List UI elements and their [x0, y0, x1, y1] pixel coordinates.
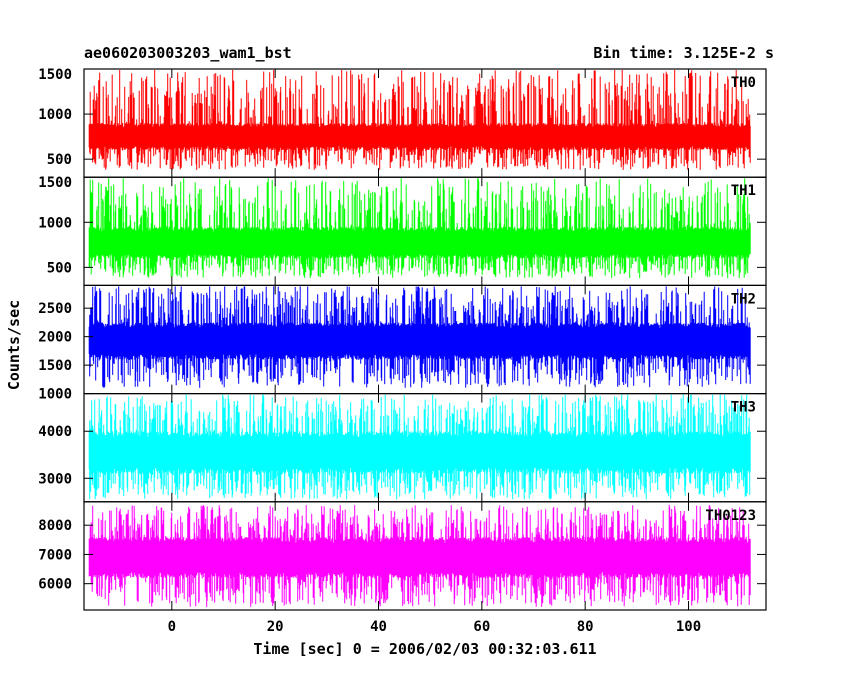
y-tick-label: 1000 [38, 215, 72, 231]
panel-th1-label: TH1 [731, 183, 756, 199]
y-tick-label: 2000 [38, 330, 72, 346]
chart-title: ae060203003203_wam1_bst [84, 44, 292, 62]
x-axis-label: Time [sec] 0 = 2006/02/03 00:32:03.611 [253, 640, 596, 658]
y-tick-label: 1500 [38, 67, 72, 83]
y-tick-label: 6000 [38, 577, 72, 593]
y-tick-label: 3000 [38, 471, 72, 487]
panel-th0-label: TH0 [731, 75, 756, 91]
panel-th3-label: TH3 [731, 400, 756, 416]
y-tick-label: 4000 [38, 424, 72, 440]
series-th2-trace [88, 286, 751, 388]
x-tick-label: 60 [473, 619, 490, 635]
y-tick-label: 500 [47, 152, 72, 168]
series-th1-trace [88, 178, 751, 279]
x-tick-label: 40 [370, 619, 387, 635]
series-th3-trace [88, 394, 751, 500]
x-tick-label: 20 [267, 619, 284, 635]
x-tick-label: 0 [168, 619, 176, 635]
y-axis-label: Counts/sec [5, 300, 23, 390]
series-th0123-trace [88, 504, 751, 607]
y-tick-label: 1000 [38, 387, 72, 403]
panel-th0123-label: TH0123 [705, 508, 756, 524]
y-tick-label: 1000 [38, 107, 72, 123]
x-tick-label: 80 [577, 619, 594, 635]
panel-th0123-frame [83, 501, 767, 611]
y-tick-label: 8000 [38, 518, 72, 534]
y-tick-label: 500 [47, 260, 72, 276]
y-tick-label: 1500 [38, 175, 72, 191]
y-tick-label: 2500 [38, 301, 72, 317]
y-tick-label: 7000 [38, 547, 72, 563]
x-tick-label: 100 [676, 619, 701, 635]
series-th0-trace [88, 70, 751, 170]
y-tick-label: 1500 [38, 358, 72, 374]
panel-th2-label: TH2 [731, 291, 756, 307]
chart-subtitle: Bin time: 3.125E-2 s [593, 44, 774, 62]
